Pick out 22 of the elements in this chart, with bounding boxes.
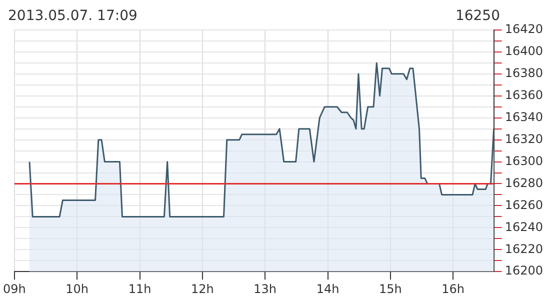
y-tick-label: 16200 [504,264,544,278]
x-tick-label: 16h [442,282,465,296]
x-tick-label: 15h [378,282,402,296]
y-tick-label: 16360 [504,88,544,102]
x-tick-label: 12h [190,282,214,296]
x-tick-label: 11h [128,282,152,296]
chart-title: 2013.05.07. 17:09 [8,8,138,24]
y-tick-label: 16260 [504,198,544,212]
y-tick-label: 16300 [504,154,544,168]
x-tick-label: 13h [254,282,277,296]
x-tick-label: 14h [316,282,340,296]
y-tick-label: 16380 [504,66,544,80]
y-tick-label: 16220 [504,242,544,256]
x-tick-label: 09h [3,282,26,296]
y-tick-label: 16240 [504,220,544,234]
y-tick-label: 16280 [504,176,544,190]
y-tick-label: 16400 [504,44,544,58]
y-tick-label: 16320 [504,132,544,146]
y-tick-label: 16420 [504,22,544,36]
chart-subtitle: 16250 [455,8,500,24]
y-tick-label: 16340 [504,110,544,124]
x-tick-label: 10h [66,282,89,296]
